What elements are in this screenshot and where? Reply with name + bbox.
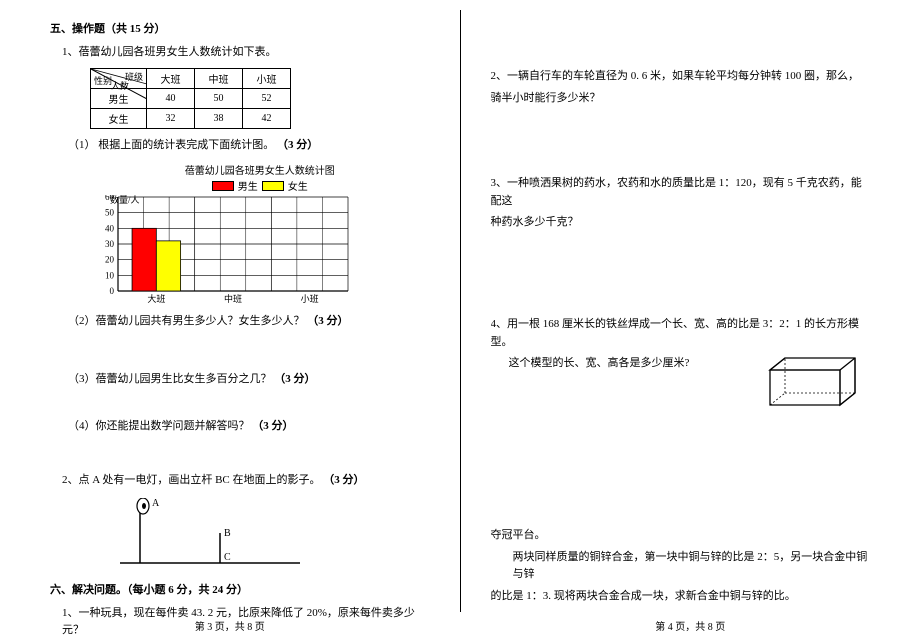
points-3: （3 分）: [277, 139, 318, 151]
svg-text:40: 40: [105, 224, 115, 234]
page-footer-right: 第 4 页，共 8 页: [461, 618, 920, 633]
cell: 38: [195, 108, 243, 128]
row-label: 女生: [91, 108, 147, 128]
bonus-title: 夺冠平台。: [491, 527, 871, 545]
legend-girls-label: 女生: [288, 178, 308, 193]
svg-text:20: 20: [105, 255, 115, 265]
legend-boys-box: [212, 181, 234, 191]
sub-q4: （4）你还能提出数学问题并解答吗？ （3 分）: [68, 418, 430, 436]
col-header: 中班: [195, 68, 243, 88]
label-B: B: [224, 528, 231, 539]
stats-table: 班级 性别 人数 大班 中班 小班 男生 40 50 52 女生 32 38 4…: [90, 68, 291, 129]
cell: 32: [147, 108, 195, 128]
legend-boys-label: 男生: [238, 178, 258, 193]
sub-q1-text: （1） 根据上面的统计表完成下面统计图。: [68, 139, 274, 151]
chart-legend: 男生 女生: [90, 178, 430, 193]
svg-text:大班: 大班: [147, 293, 165, 304]
col-header: 大班: [147, 68, 195, 88]
cell: 50: [195, 88, 243, 108]
svg-text:0: 0: [110, 286, 115, 296]
svg-text:30: 30: [105, 239, 115, 249]
svg-text:50: 50: [105, 208, 115, 218]
label-C: C: [224, 552, 231, 563]
cuboid-figure: [760, 355, 870, 413]
col-header: 小班: [243, 68, 291, 88]
section-6-title: 六、解决问题。（每小题 6 分，共 24 分）: [50, 581, 430, 597]
legend-girls-box: [262, 181, 284, 191]
q5-2: 2、点 A 处有一电灯，画出立杆 BC 在地面上的影子。 （3 分）: [62, 472, 430, 490]
cell: 42: [243, 108, 291, 128]
lamp-figure: A B C: [110, 498, 430, 571]
q6-2-line2: 骑半小时能行多少米？: [491, 90, 871, 108]
diag-label-bot: 性别: [94, 74, 112, 87]
cell: 40: [147, 88, 195, 108]
points-3: （3 分）: [274, 373, 315, 385]
q6-3-line1: 3、一种喷洒果树的药水，农药和水的质量比是 1：120，现有 5 千克农药，能配…: [491, 175, 871, 210]
table-row: 女生 32 38 42: [91, 108, 291, 128]
page-footer-left: 第 3 页，共 8 页: [0, 618, 460, 633]
sub-q2-text: （2）蓓蕾幼儿园共有男生多少人？女生多少人？: [68, 315, 305, 327]
sub-q1: （1） 根据上面的统计表完成下面统计图。 （3 分）: [68, 137, 430, 155]
table-diag-header: 班级 性别 人数: [91, 68, 147, 88]
sub-q3: （3）蓓蕾幼儿园男生比女生多百分之几？ （3 分）: [68, 371, 430, 389]
sub-q3-text: （3）蓓蕾幼儿园男生比女生多百分之几？: [68, 373, 272, 385]
section-5-title: 五、操作题（共 15 分）: [50, 20, 430, 36]
q5-2-text: 2、点 A 处有一电灯，画出立杆 BC 在地面上的影子。: [62, 474, 321, 486]
sub-q4-text: （4）你还能提出数学问题并解答吗？: [68, 420, 250, 432]
sub-q2: （2）蓓蕾幼儿园共有男生多少人？女生多少人？ （3 分）: [68, 313, 430, 331]
q6-3-line2: 种药水多少千克？: [491, 214, 871, 232]
points-3: （3 分）: [252, 420, 293, 432]
chart-title: 蓓蕾幼儿园各班男女生人数统计图: [90, 162, 430, 177]
bar-chart: 6050403020100大班中班小班 数量/人: [90, 195, 350, 305]
bonus-line2: 的比是 1：3. 现将两块合金合成一块，求新合金中铜与锌的比。: [491, 588, 871, 606]
q5-1-intro: 1、蓓蕾幼儿园各班男女生人数统计如下表。: [62, 44, 430, 62]
q6-4-line1: 4、用一根 168 厘米长的铁丝焊成一个长、宽、高的比是 3：2：1 的长方形模…: [491, 316, 871, 351]
bonus-line1: 两块同样质量的铜锌合金，第一块中铜与锌的比是 2：5，另一块合金中铜与锌: [513, 549, 871, 584]
svg-text:10: 10: [105, 271, 115, 281]
svg-text:小班: 小班: [301, 293, 319, 304]
diag-label-mid: 人数: [111, 79, 129, 92]
q6-4-block: 4、用一根 168 厘米长的铁丝焊成一个长、宽、高的比是 3：2：1 的长方形模…: [491, 312, 871, 413]
label-A: A: [152, 498, 160, 509]
q6-2-line1: 2、一辆自行车的车轮直径为 0. 6 米，如果车轮平均每分钟转 100 圈，那么…: [491, 68, 871, 86]
svg-text:中班: 中班: [224, 293, 242, 304]
cell: 52: [243, 88, 291, 108]
points-3: （3 分）: [323, 474, 364, 486]
points-3: （3 分）: [307, 315, 348, 327]
